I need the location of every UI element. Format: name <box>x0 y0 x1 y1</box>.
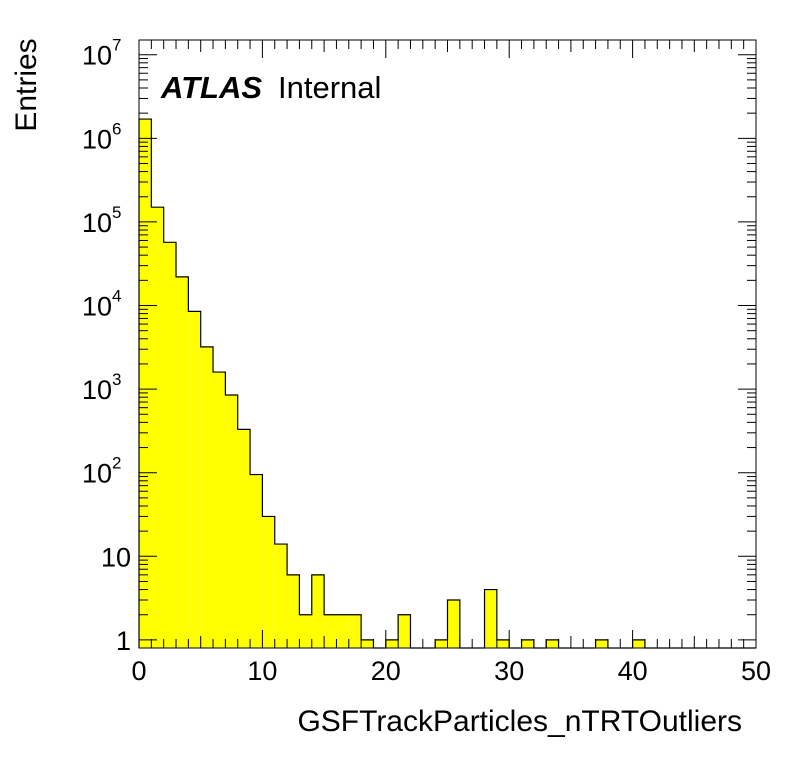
histogram-bar <box>250 474 263 648</box>
histogram-bar <box>176 276 189 648</box>
histogram-bar <box>348 614 362 648</box>
y-tick-label: 105 <box>82 203 122 238</box>
histogram-bar <box>546 639 559 648</box>
histogram-bar <box>311 574 325 648</box>
atlas-status-label: Internal <box>278 70 382 105</box>
histogram-bar <box>361 639 374 648</box>
histogram-bars <box>139 119 645 649</box>
atlas-experiment-label: ATLAS <box>161 70 263 105</box>
histogram-bar <box>385 639 399 648</box>
x-tick-label: 0 <box>131 656 146 686</box>
histogram-bar <box>287 574 300 648</box>
y-tick-label: 102 <box>82 454 122 489</box>
histogram-bar <box>398 614 411 648</box>
histogram-bar <box>521 639 534 648</box>
y-tick-label: 106 <box>82 119 122 154</box>
histogram-bar <box>274 544 288 648</box>
histogram-bar <box>632 639 645 648</box>
x-tick-label: 40 <box>618 656 648 686</box>
y-tick-label: 10 <box>101 542 131 572</box>
x-axis-label: GSFTrackParticles_nTRTOutliers <box>297 705 742 738</box>
histogram-bar <box>496 639 510 648</box>
histogram-bar <box>447 600 460 648</box>
x-tick-label: 20 <box>371 656 401 686</box>
x-tick-label: 10 <box>247 656 277 686</box>
histogram-bar <box>262 516 275 648</box>
histogram-bar <box>188 311 201 648</box>
histogram-bar <box>163 242 177 649</box>
histogram-bar <box>336 614 349 648</box>
axes <box>138 39 757 649</box>
atlas-label: ATLAS Internal <box>161 70 381 106</box>
y-axis-label: Entries <box>10 38 43 132</box>
tick-labels: 0 10 20 30 40 50 1 10 102 103 104 105 106 107 <box>82 36 771 686</box>
histogram-bar <box>151 207 164 648</box>
histogram-bar <box>237 429 251 648</box>
y-tick-label: 103 <box>82 370 122 405</box>
histogram-bar <box>324 614 337 648</box>
histogram-bar <box>484 589 497 648</box>
histogram-bar <box>200 346 214 648</box>
y-tick-label: 104 <box>82 287 122 322</box>
histogram-bar <box>225 395 238 648</box>
histogram-bar <box>435 639 448 648</box>
histogram-bar <box>595 639 608 648</box>
histogram-bar <box>299 614 312 648</box>
x-tick-label: 30 <box>494 656 524 686</box>
histogram-bar <box>213 372 226 648</box>
y-tick-label: 107 <box>82 36 122 71</box>
histogram-bar <box>139 119 152 648</box>
x-tick-label: 50 <box>741 656 771 686</box>
y-tick-label: 1 <box>116 626 131 656</box>
